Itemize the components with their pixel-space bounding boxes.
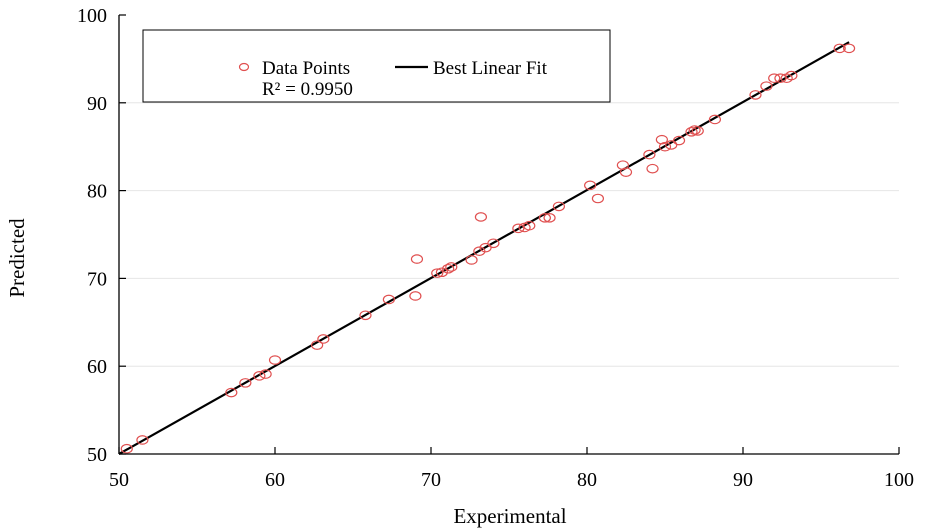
legend-point-marker bbox=[238, 62, 250, 72]
legend-r2-text: R² = 0.9950 bbox=[262, 79, 353, 100]
x-tick-label: 100 bbox=[884, 469, 914, 491]
data-point bbox=[474, 212, 488, 222]
data-point bbox=[760, 81, 773, 91]
data-point bbox=[431, 268, 444, 278]
data-point bbox=[359, 310, 372, 321]
data-point bbox=[487, 238, 500, 249]
data-point bbox=[435, 267, 449, 278]
x-axis-title: Experimental bbox=[453, 504, 566, 528]
y-axis-ticks: 50 60 70 80 90 100 bbox=[77, 5, 126, 466]
data-point bbox=[774, 73, 787, 84]
data-point bbox=[259, 369, 272, 379]
data-point bbox=[311, 340, 324, 350]
data-point bbox=[552, 201, 566, 212]
y-tick-label: 60 bbox=[87, 356, 107, 378]
data-point bbox=[268, 355, 282, 365]
data-point bbox=[445, 262, 458, 272]
data-point bbox=[442, 263, 455, 274]
x-tick-label: 50 bbox=[109, 469, 129, 491]
data-point bbox=[543, 213, 556, 223]
data-point bbox=[591, 193, 605, 204]
data-point bbox=[465, 255, 478, 265]
data-point bbox=[691, 126, 704, 136]
data-point bbox=[538, 213, 551, 223]
data-point bbox=[672, 135, 686, 146]
data-point bbox=[225, 387, 238, 398]
x-axis-ticks: 50 60 70 80 90 100 bbox=[109, 447, 914, 491]
data-point bbox=[239, 378, 252, 388]
y-tick-label: 80 bbox=[87, 181, 107, 203]
data-point bbox=[382, 294, 395, 305]
legend-points-label: Data Points bbox=[262, 58, 350, 79]
data-point bbox=[410, 254, 424, 264]
data-point bbox=[619, 167, 633, 177]
axes bbox=[118, 15, 899, 455]
y-axis-title: Predicted bbox=[5, 218, 29, 298]
data-point bbox=[768, 73, 781, 84]
data-point bbox=[842, 43, 856, 54]
data-point bbox=[253, 371, 266, 381]
y-tick-label: 100 bbox=[77, 5, 107, 27]
data-point bbox=[473, 246, 486, 256]
data-point bbox=[785, 70, 798, 81]
y-tick-label: 70 bbox=[87, 268, 107, 290]
data-point bbox=[120, 443, 133, 454]
data-point bbox=[646, 163, 659, 174]
data-point bbox=[658, 141, 672, 152]
data-point bbox=[317, 334, 330, 344]
data-point bbox=[833, 43, 846, 54]
legend: Data Points Best Linear Fit R² = 0.9950 bbox=[142, 29, 611, 103]
x-tick-label: 70 bbox=[421, 469, 441, 491]
data-point bbox=[749, 90, 762, 100]
y-tick-label: 90 bbox=[87, 93, 107, 115]
gridlines bbox=[119, 102, 899, 367]
data-point bbox=[512, 223, 525, 234]
data-point bbox=[643, 149, 656, 160]
legend-line-label: Best Linear Fit bbox=[433, 58, 548, 79]
data-point bbox=[136, 435, 149, 445]
y-tick-label: 50 bbox=[87, 444, 107, 466]
data-points bbox=[120, 43, 856, 454]
data-point bbox=[409, 291, 422, 301]
data-point bbox=[685, 126, 698, 137]
x-tick-label: 60 bbox=[265, 469, 285, 491]
data-point bbox=[523, 220, 536, 231]
legend-box bbox=[142, 29, 611, 103]
x-tick-label: 80 bbox=[577, 469, 597, 491]
x-tick-label: 90 bbox=[733, 469, 753, 491]
data-point bbox=[584, 180, 597, 191]
data-point bbox=[708, 114, 722, 125]
